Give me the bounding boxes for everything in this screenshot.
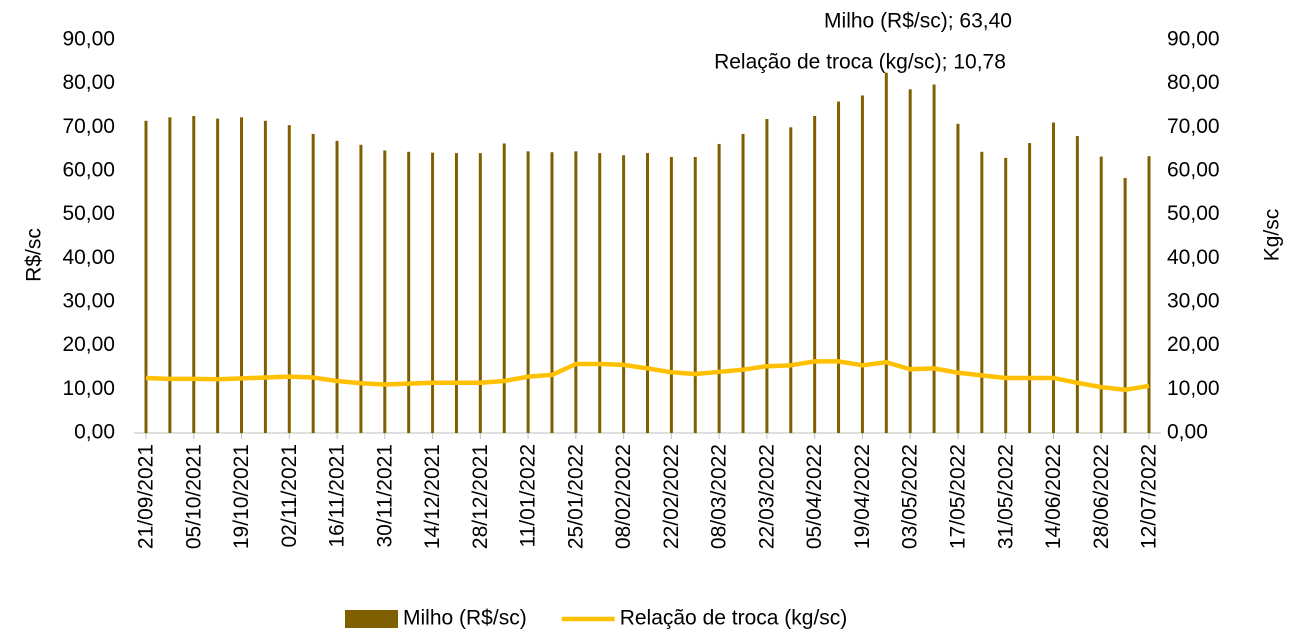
bar xyxy=(144,120,148,434)
x-tick-label: 22/03/2022 xyxy=(755,444,778,549)
y-tick-label: 70,00 xyxy=(62,115,115,138)
bar xyxy=(574,151,578,433)
bar xyxy=(1051,122,1055,433)
bar xyxy=(980,151,984,433)
bar xyxy=(860,95,864,433)
x-tick-label: 17/05/2022 xyxy=(946,444,969,549)
y2-tick-label: 0,00 xyxy=(1167,421,1208,444)
y2-tick-label: 30,00 xyxy=(1167,290,1220,313)
bar xyxy=(335,140,339,433)
bar xyxy=(646,153,649,433)
x-tick-label: 30/11/2021 xyxy=(373,444,396,548)
y2-tick-label: 50,00 xyxy=(1167,202,1220,225)
x-tick-label: 22/02/2022 xyxy=(660,444,683,549)
y-tick-label: 20,00 xyxy=(62,333,115,356)
bar xyxy=(263,120,267,434)
x-tick-label: 12/07/2022 xyxy=(1138,444,1161,549)
bar xyxy=(1147,156,1151,434)
bar xyxy=(478,153,482,433)
bar xyxy=(192,115,196,433)
bar xyxy=(168,117,172,433)
legend-swatch xyxy=(345,610,398,628)
y-tick-label: 10,00 xyxy=(62,377,115,400)
legend-label: Milho (R$/sc) xyxy=(403,607,527,630)
x-tick-label: 21/09/2021 xyxy=(135,444,158,549)
x-tick-label: 28/12/2021 xyxy=(469,444,492,549)
x-tick-label: 16/11/2021 xyxy=(326,444,349,548)
y-axis-title: R$/sc xyxy=(23,228,46,282)
y-tick-label: 30,00 xyxy=(62,290,115,313)
bar xyxy=(287,125,291,434)
bar xyxy=(454,153,458,433)
bar xyxy=(884,72,888,433)
bar xyxy=(741,133,745,433)
y2-axis-title: Kg/sc xyxy=(1261,209,1284,262)
bar xyxy=(311,133,315,433)
bar xyxy=(932,84,936,433)
x-tick-label: 14/12/2021 xyxy=(421,444,444,549)
bar xyxy=(908,89,912,434)
bar xyxy=(622,155,626,433)
bar xyxy=(693,157,697,433)
x-tick-label: 19/04/2022 xyxy=(851,444,874,549)
legend-label: Relação de troca (kg/sc) xyxy=(620,607,848,630)
bar xyxy=(1099,156,1103,433)
y-tick-label: 90,00 xyxy=(62,28,115,51)
x-tick-label: 03/05/2022 xyxy=(899,444,922,549)
annotation: Relação de troca (kg/sc); 10,78 xyxy=(714,51,1006,74)
y2-tick-label: 90,00 xyxy=(1167,28,1220,51)
bar xyxy=(956,123,960,433)
bar xyxy=(669,157,673,433)
y-tick-label: 50,00 xyxy=(62,202,115,225)
bar xyxy=(1075,136,1079,434)
bar xyxy=(789,127,793,433)
x-tick-label: 05/10/2021 xyxy=(182,444,205,549)
bar xyxy=(240,117,244,433)
y2-tick-label: 60,00 xyxy=(1167,159,1220,182)
y-tick-label: 40,00 xyxy=(62,246,115,269)
x-tick-label: 19/10/2021 xyxy=(230,444,253,549)
bar xyxy=(359,144,363,434)
bar xyxy=(717,143,721,433)
bar xyxy=(216,118,220,433)
x-tick-label: 11/01/2022 xyxy=(517,444,540,548)
bar xyxy=(765,119,769,433)
y-tick-label: 80,00 xyxy=(62,71,115,94)
bar xyxy=(598,153,602,433)
x-tick-label: 08/03/2022 xyxy=(708,444,731,549)
bar xyxy=(383,150,387,433)
bar xyxy=(502,143,506,434)
x-tick-label: 28/06/2022 xyxy=(1090,444,1113,549)
bar xyxy=(550,152,554,433)
bar xyxy=(526,151,530,433)
bar xyxy=(1123,177,1127,433)
y-tick-label: 0,00 xyxy=(74,421,115,444)
bar xyxy=(837,101,841,433)
x-tick-label: 14/06/2022 xyxy=(1042,444,1065,549)
y2-tick-label: 70,00 xyxy=(1167,115,1220,138)
bar xyxy=(431,152,435,433)
line xyxy=(145,359,1150,393)
x-tick-label: 02/11/2021 xyxy=(278,444,301,548)
y2-tick-label: 20,00 xyxy=(1167,333,1220,356)
y-tick-label: 60,00 xyxy=(62,159,115,182)
annotation: Milho (R$/sc); 63,40 xyxy=(824,10,1012,33)
y2-tick-label: 10,00 xyxy=(1167,377,1220,400)
bar xyxy=(1004,157,1008,433)
bar xyxy=(1028,143,1032,433)
x-tick-label: 31/05/2022 xyxy=(994,444,1017,549)
x-tick-label: 08/02/2022 xyxy=(612,444,635,549)
y2-tick-label: 40,00 xyxy=(1167,246,1220,269)
x-tick-label: 25/01/2022 xyxy=(564,444,587,549)
bar xyxy=(407,151,411,433)
y2-tick-label: 80,00 xyxy=(1167,71,1220,94)
x-tick-label: 05/04/2022 xyxy=(803,444,826,549)
bar xyxy=(813,115,817,433)
